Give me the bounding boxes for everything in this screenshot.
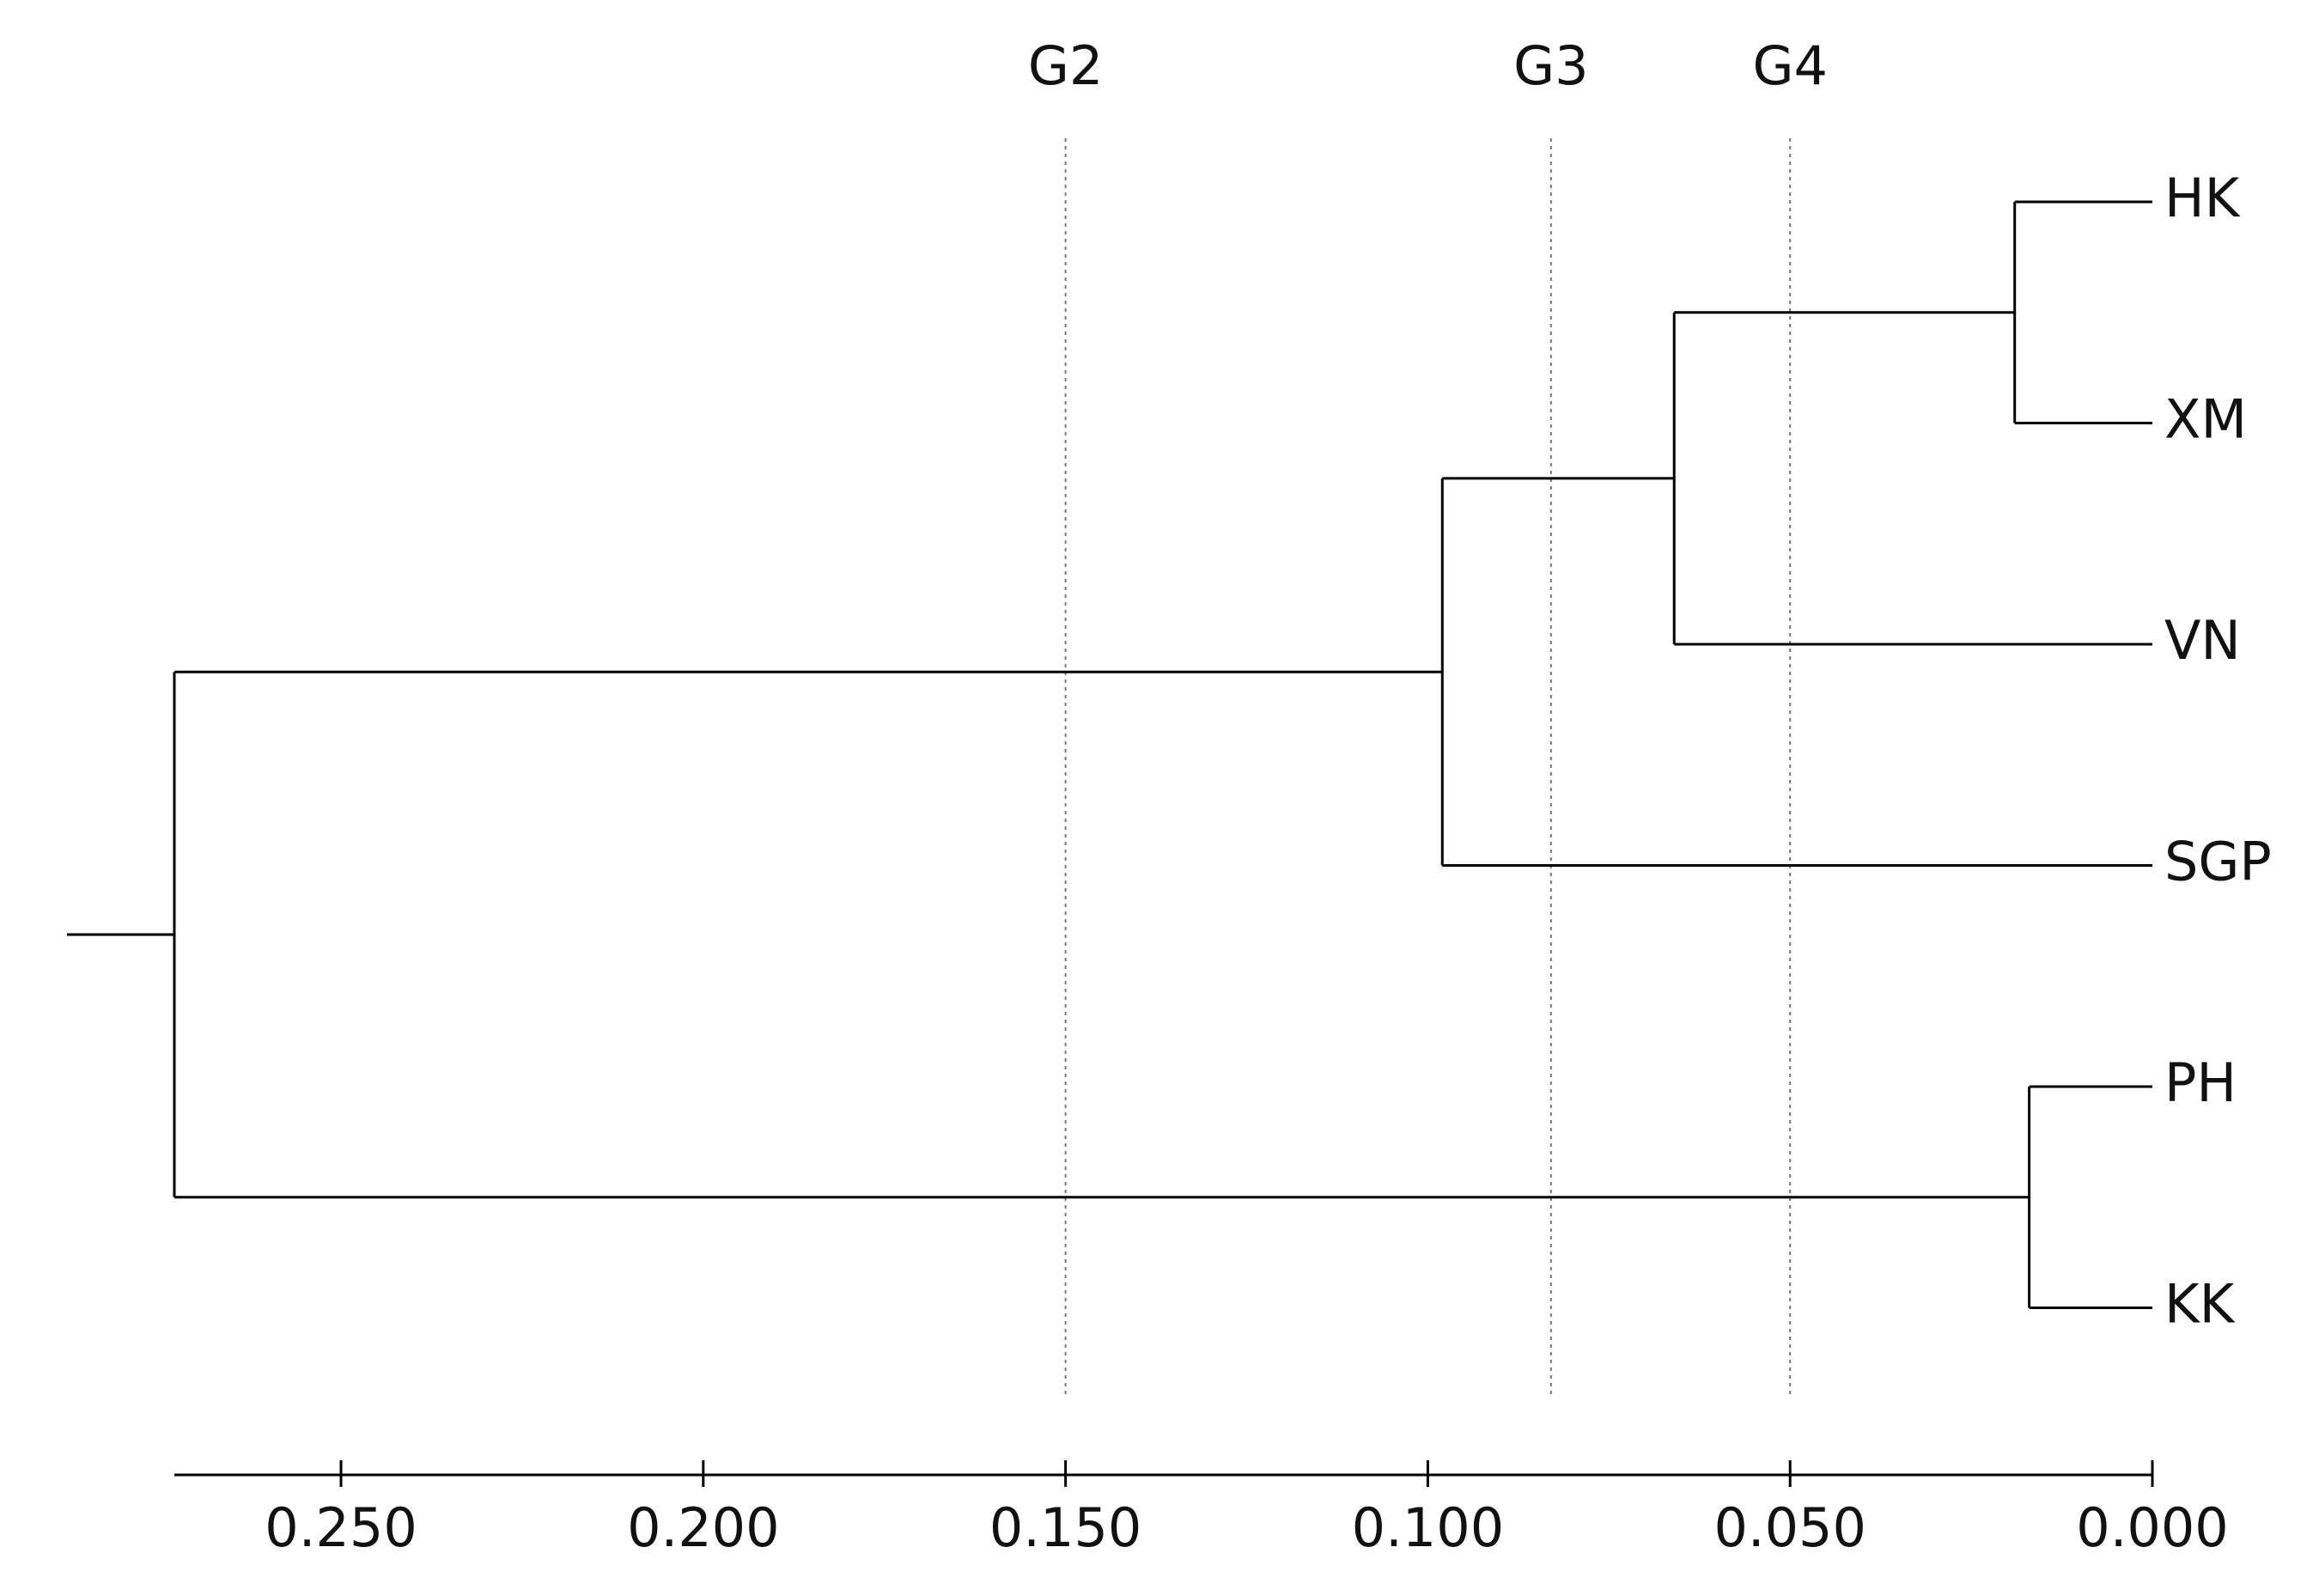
cut-label: G2 [1028, 34, 1104, 97]
x-tick-label: 0.250 [265, 1496, 417, 1559]
leaf-label: KK [2164, 1273, 2236, 1336]
leaf-label: VN [2164, 609, 2241, 672]
x-tick-label: 0.100 [1352, 1496, 1505, 1559]
cut-label: G4 [1752, 34, 1828, 97]
leaf-label: PH [2164, 1051, 2237, 1114]
leaf-label: HK [2164, 167, 2241, 229]
leaf-label: XM [2164, 388, 2247, 451]
x-tick-label: 0.200 [627, 1496, 780, 1559]
cut-label: G3 [1513, 34, 1589, 97]
x-tick-label: 0.050 [1713, 1496, 1866, 1559]
leaf-label: SGP [2164, 831, 2272, 893]
x-tick-label: 0.000 [2076, 1496, 2229, 1559]
x-tick-label: 0.150 [989, 1496, 1142, 1559]
